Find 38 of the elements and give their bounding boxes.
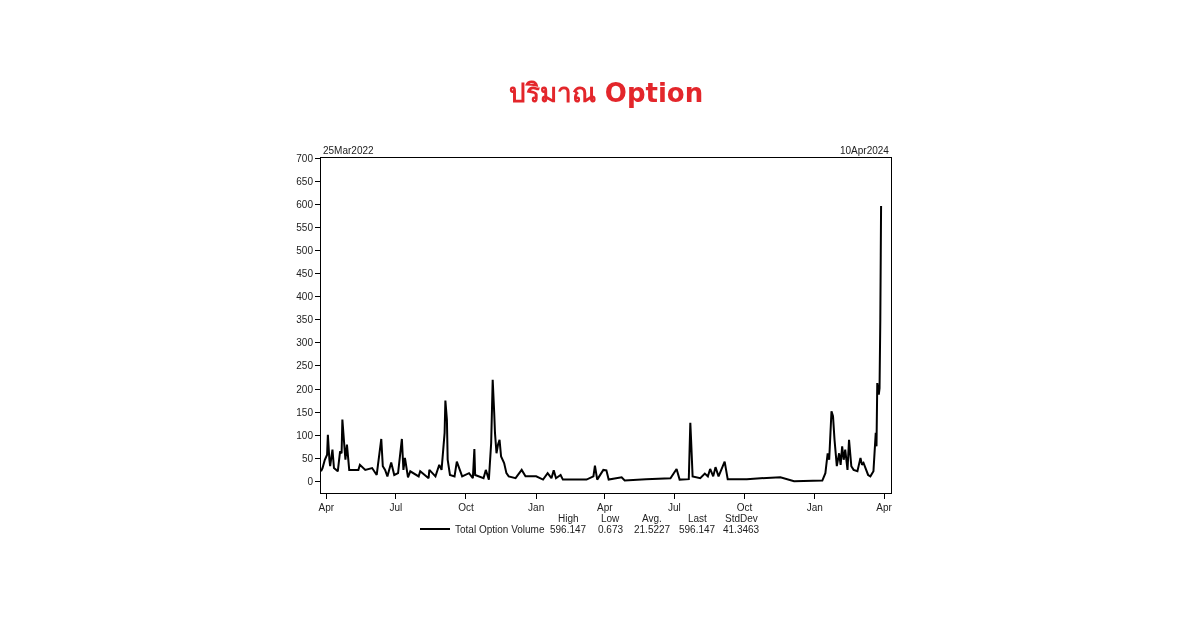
legend-label: Total Option Volume <box>455 523 545 535</box>
y-tick-label: 500 <box>296 244 314 256</box>
text: 0.673 <box>598 524 624 535</box>
y-tick-label: 450 <box>296 268 314 280</box>
y-tick-label: 200 <box>296 383 314 395</box>
text: 25Mar2022 <box>323 145 375 156</box>
x-tick-label: Jan <box>528 502 545 513</box>
x-tick-label: Jul <box>667 502 681 513</box>
text: 10Apr2024 <box>840 145 890 156</box>
y-tick-label: 650 <box>296 175 314 187</box>
y-tick-label: 150 <box>296 406 314 418</box>
x-tick-label: Apr <box>876 502 893 513</box>
y-tick-label: 350 <box>296 314 314 326</box>
y-tick-label: 100 <box>296 429 314 441</box>
text: High <box>558 513 579 524</box>
y-tick-label: 0 <box>307 475 314 487</box>
y-tick-label: 700 <box>296 152 314 164</box>
text: 596.147 <box>550 524 587 535</box>
x-tick-label: Apr <box>597 502 614 513</box>
x-tick-label: Oct <box>458 502 474 513</box>
y-tick-label: 550 <box>296 221 314 233</box>
y-tick-label: 250 <box>296 360 314 372</box>
y-tick-label: 600 <box>296 198 314 210</box>
text: 21.5227 <box>634 524 671 535</box>
chart-title: ปริมาณ Option <box>508 78 704 109</box>
text: 596.147 <box>679 524 716 535</box>
y-tick-label: 300 <box>296 337 314 349</box>
text: 41.3463 <box>723 524 760 535</box>
y-tick-label: 50 <box>301 452 314 464</box>
text: Low <box>601 513 621 524</box>
x-tick-label: Jan <box>806 502 823 513</box>
text: Avg. <box>642 513 662 524</box>
x-tick-label: Oct <box>736 502 753 513</box>
text: Last <box>688 513 708 524</box>
x-tick-label: Apr <box>318 502 335 513</box>
y-tick-label: 400 <box>296 291 314 303</box>
text: StdDev <box>725 513 758 524</box>
x-tick-label: Jul <box>389 502 403 513</box>
